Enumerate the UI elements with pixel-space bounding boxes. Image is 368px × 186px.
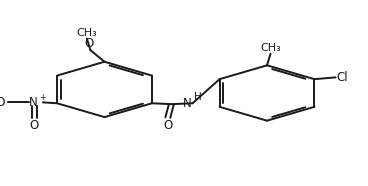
Text: N: N [29,96,38,109]
Text: O: O [163,119,173,132]
Text: Cl: Cl [337,70,348,84]
Text: +: + [39,93,46,102]
Text: O: O [29,119,39,132]
Text: N: N [183,97,192,110]
Text: H: H [194,92,201,102]
Text: CH₃: CH₃ [77,28,97,38]
Text: ⁻O: ⁻O [0,96,6,109]
Text: O: O [84,37,93,50]
Text: CH₃: CH₃ [260,43,281,53]
